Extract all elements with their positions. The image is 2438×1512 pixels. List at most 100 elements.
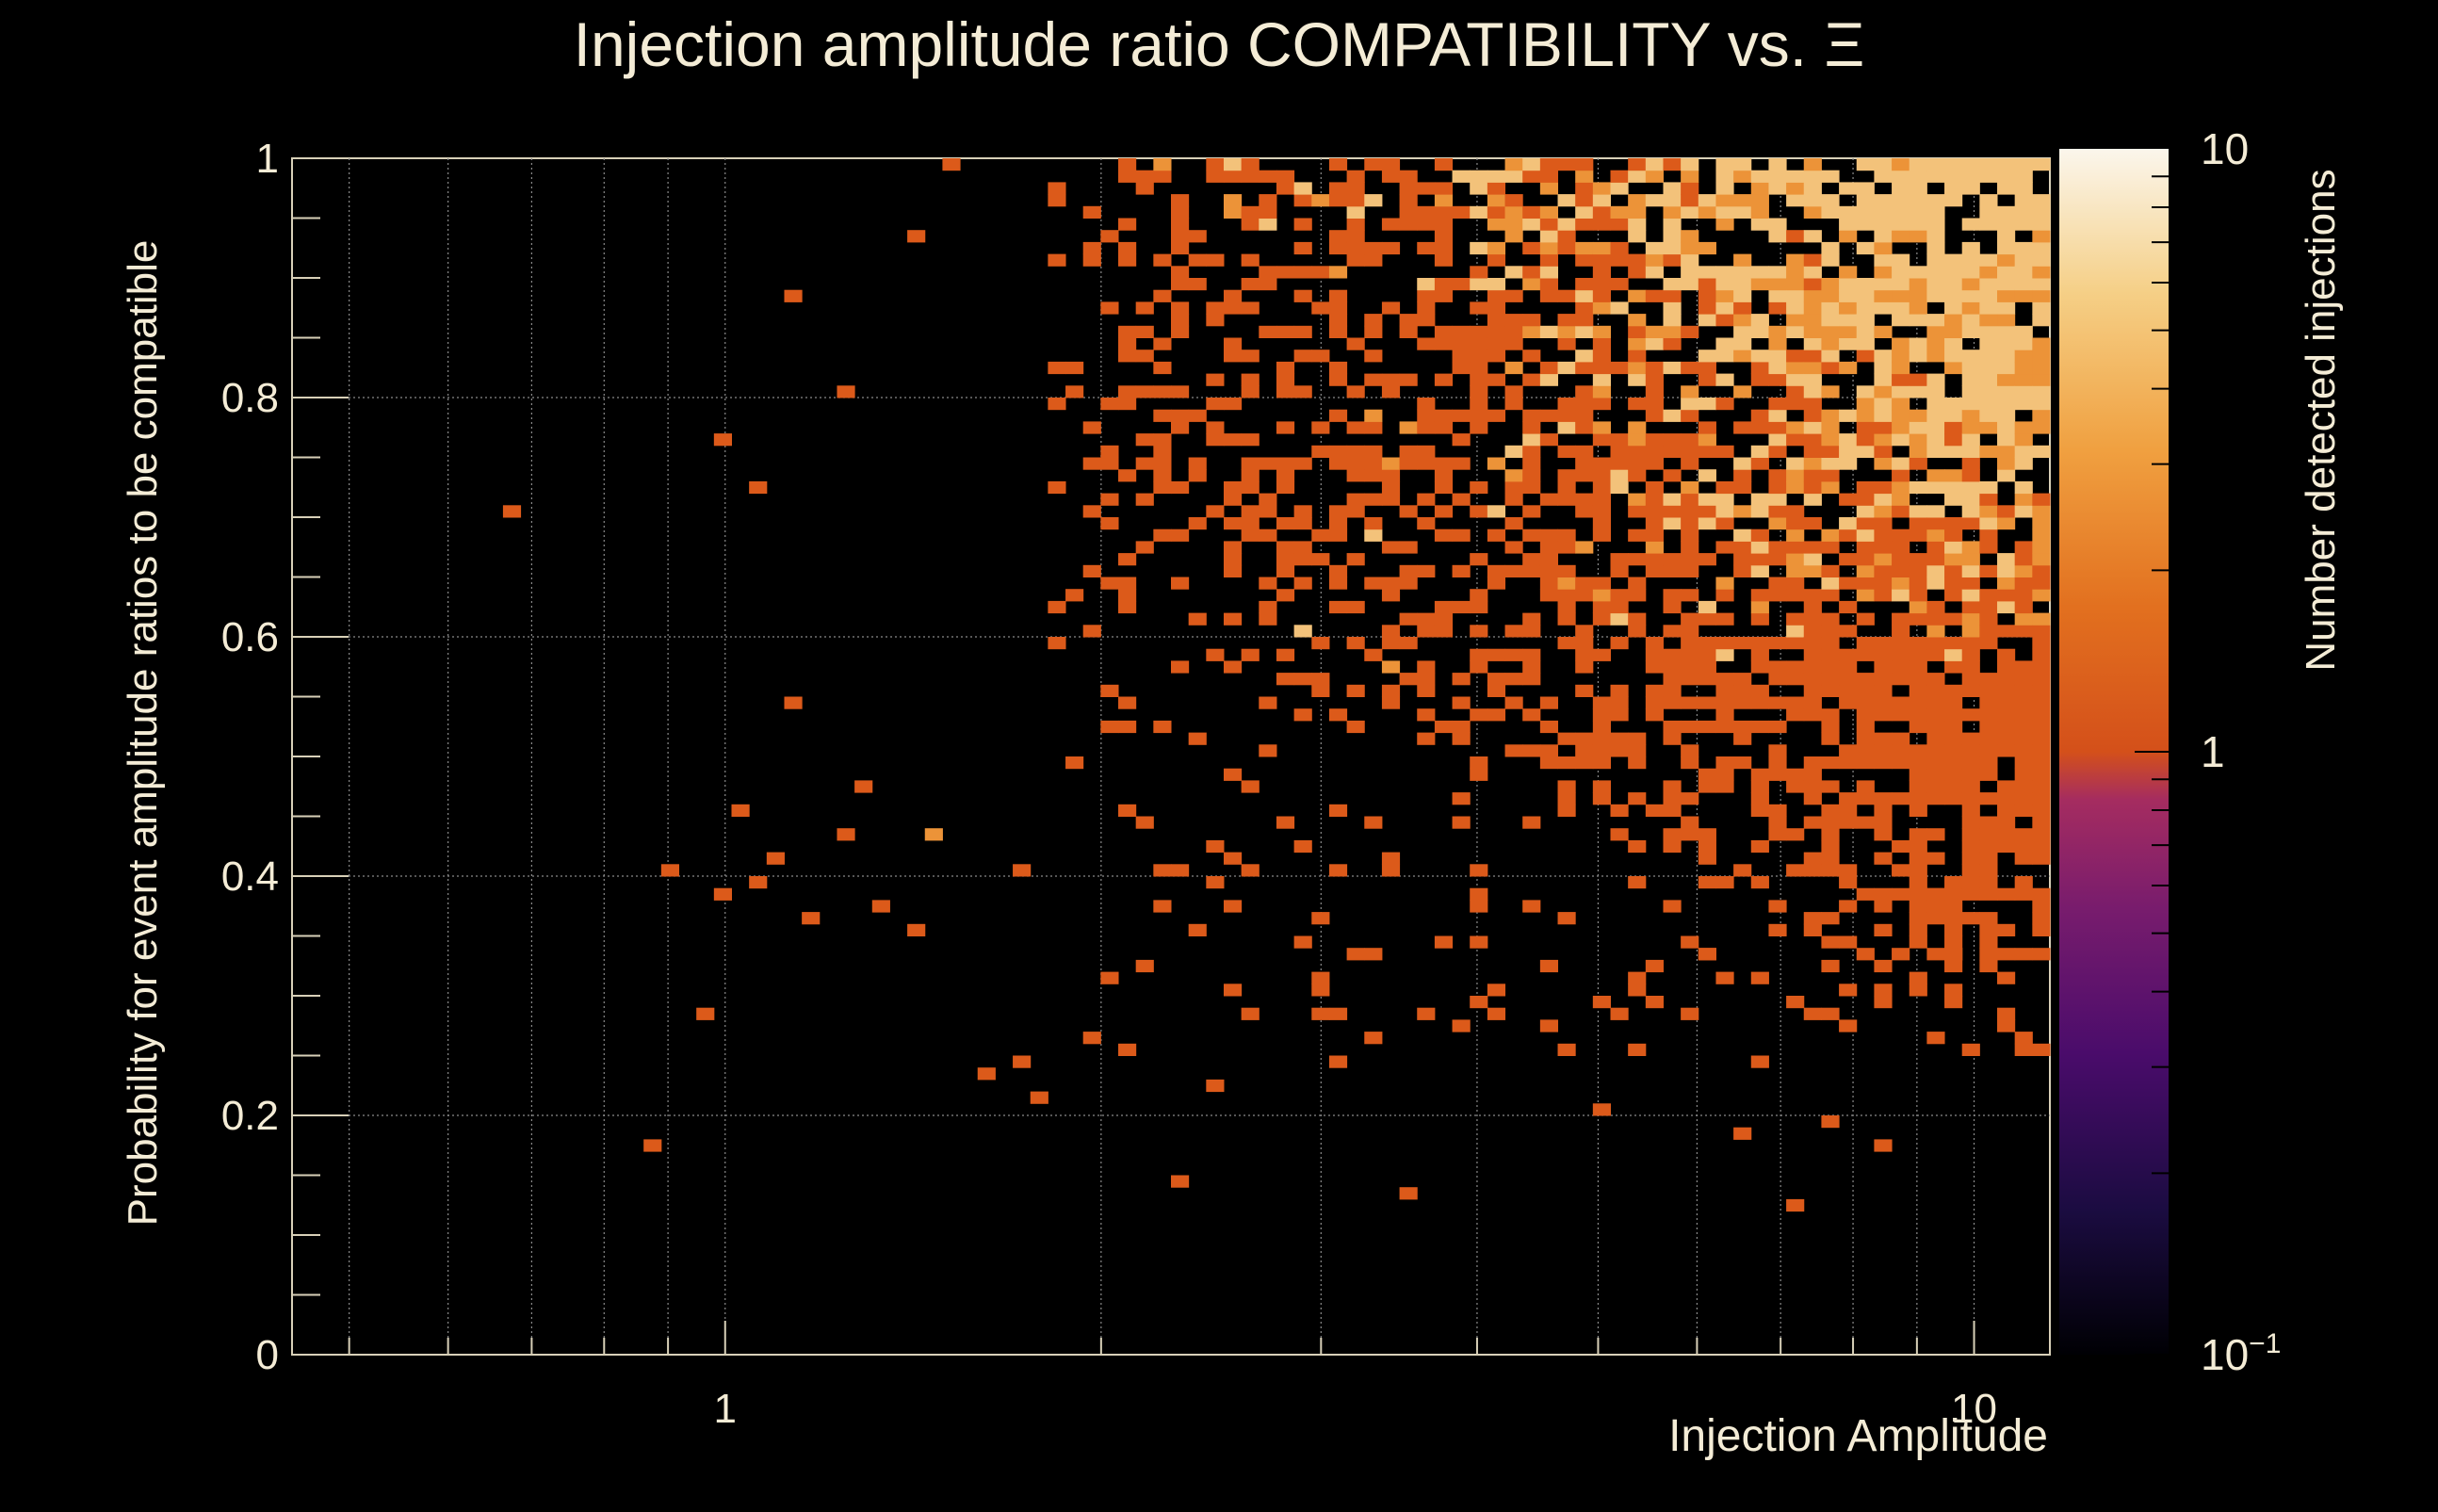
heatmap-cell: [1733, 541, 1752, 554]
heatmap-cell: [1856, 421, 1875, 434]
heatmap-cell: [1892, 756, 1910, 770]
heatmap-cell: [1663, 900, 1682, 913]
heatmap-cell: [1821, 756, 1840, 770]
heatmap-cell: [1979, 828, 1998, 841]
heatmap-cell: [1926, 696, 1945, 709]
heatmap-cell: [1557, 445, 1576, 458]
heatmap-cell: [1979, 528, 1998, 542]
heatmap-cell: [1821, 804, 1840, 817]
heatmap-cell: [1803, 445, 1822, 458]
heatmap-cell: [1328, 864, 1348, 877]
heatmap-cell: [1663, 278, 1682, 291]
heatmap-cell: [2014, 589, 2033, 602]
heatmap-cell: [1892, 564, 1910, 577]
heatmap-cell: [1188, 469, 1207, 482]
heatmap-cell: [1346, 253, 1365, 267]
heatmap-cell: [1575, 182, 1594, 195]
heatmap-cell: [1839, 325, 1858, 338]
heatmap-cell: [1118, 553, 1137, 566]
heatmap-cell: [1698, 350, 1716, 363]
heatmap-cell: [1663, 182, 1682, 195]
colorbar-tick-label: 1: [2201, 727, 2225, 776]
heatmap-cell: [1645, 996, 1664, 1009]
heatmap-cell: [1944, 158, 1963, 171]
heatmap-cell: [1961, 1043, 1980, 1056]
heatmap-cell: [1715, 301, 1734, 315]
heatmap-cell: [1750, 361, 1769, 375]
heatmap-cell: [1276, 648, 1295, 661]
heatmap-cell: [1856, 780, 1875, 793]
heatmap-cell: [1856, 816, 1875, 829]
heatmap-cell: [1434, 253, 1454, 267]
heatmap-cell: [1856, 541, 1875, 554]
heatmap-cell: [1452, 600, 1471, 614]
heatmap-cell: [1645, 433, 1664, 447]
heatmap-cell: [1979, 744, 1998, 757]
heatmap-cell: [1997, 433, 2016, 447]
heatmap-cell: [1856, 684, 1875, 697]
heatmap-cell: [1874, 816, 1893, 829]
heatmap-cell: [1504, 205, 1523, 219]
heatmap-cell: [1874, 684, 1893, 697]
heatmap-cell: [1153, 864, 1172, 877]
heatmap-cell: [1874, 373, 1893, 386]
heatmap-cell: [1892, 266, 1910, 279]
heatmap-cell: [1293, 457, 1312, 470]
heatmap-cell: [1944, 350, 1963, 363]
heatmap-cell: [1171, 266, 1190, 279]
heatmap-cell: [1909, 421, 1927, 434]
heatmap-cell: [1698, 398, 1716, 411]
heatmap-cell: [1522, 325, 1541, 338]
heatmap-cell: [1487, 337, 1506, 350]
heatmap-cell: [1399, 577, 1418, 590]
heatmap-cell: [1417, 625, 1436, 638]
heatmap-cell: [1575, 218, 1594, 231]
heatmap-cell: [1786, 421, 1805, 434]
heatmap-cell: [1909, 564, 1927, 577]
heatmap-cell: [1821, 852, 1840, 865]
heatmap-cell: [1364, 253, 1383, 267]
heatmap-cell: [1926, 421, 1945, 434]
heatmap-cell: [1171, 528, 1190, 542]
heatmap-cell: [1628, 421, 1647, 434]
heatmap-cell: [1803, 205, 1822, 219]
heatmap-cell: [1328, 409, 1348, 422]
heatmap-cell: [1803, 600, 1822, 614]
heatmap-cell: [1328, 577, 1348, 590]
heatmap-cell: [1171, 480, 1190, 495]
heatmap-cell: [1557, 600, 1576, 614]
heatmap-cell: [1293, 625, 1312, 638]
heatmap-cell: [1926, 230, 1945, 243]
heatmap-cell: [1171, 194, 1190, 207]
heatmap-cell: [1381, 577, 1401, 590]
heatmap-cell: [2014, 337, 2033, 350]
heatmap-cell: [1997, 241, 2016, 255]
heatmap-cell: [1926, 385, 1945, 398]
heatmap-cell: [1839, 804, 1858, 817]
heatmap-cell: [1452, 792, 1471, 805]
heatmap-cell: [1926, 253, 1945, 267]
heatmap-cell: [1803, 409, 1822, 422]
heatmap-cell: [1364, 158, 1383, 171]
heatmap-cell: [1522, 625, 1541, 638]
heatmap-cell: [1470, 205, 1488, 219]
heatmap-cell: [2014, 612, 2033, 626]
heatmap-cell: [1944, 948, 1963, 961]
heatmap-cell: [1750, 648, 1769, 661]
heatmap-cell: [1892, 421, 1910, 434]
heatmap-cell: [1997, 301, 2016, 315]
heatmap-cell: [1364, 314, 1383, 327]
heatmap-cell: [1259, 600, 1277, 614]
heatmap-cell: [1399, 182, 1418, 195]
heatmap-cell: [1557, 528, 1576, 542]
heatmap-cell: [1188, 732, 1207, 745]
heatmap-cell: [1698, 660, 1716, 674]
heatmap-cell: [1733, 289, 1752, 302]
heatmap-cell: [1399, 170, 1418, 183]
colorbar-label: Number detected injections: [2298, 169, 2344, 671]
heatmap-cell: [1645, 648, 1664, 661]
heatmap-cell: [1681, 1007, 1699, 1020]
heatmap-cell: [1839, 278, 1858, 291]
heatmap-cell: [1892, 480, 1910, 495]
heatmap-cell: [1909, 528, 1927, 542]
